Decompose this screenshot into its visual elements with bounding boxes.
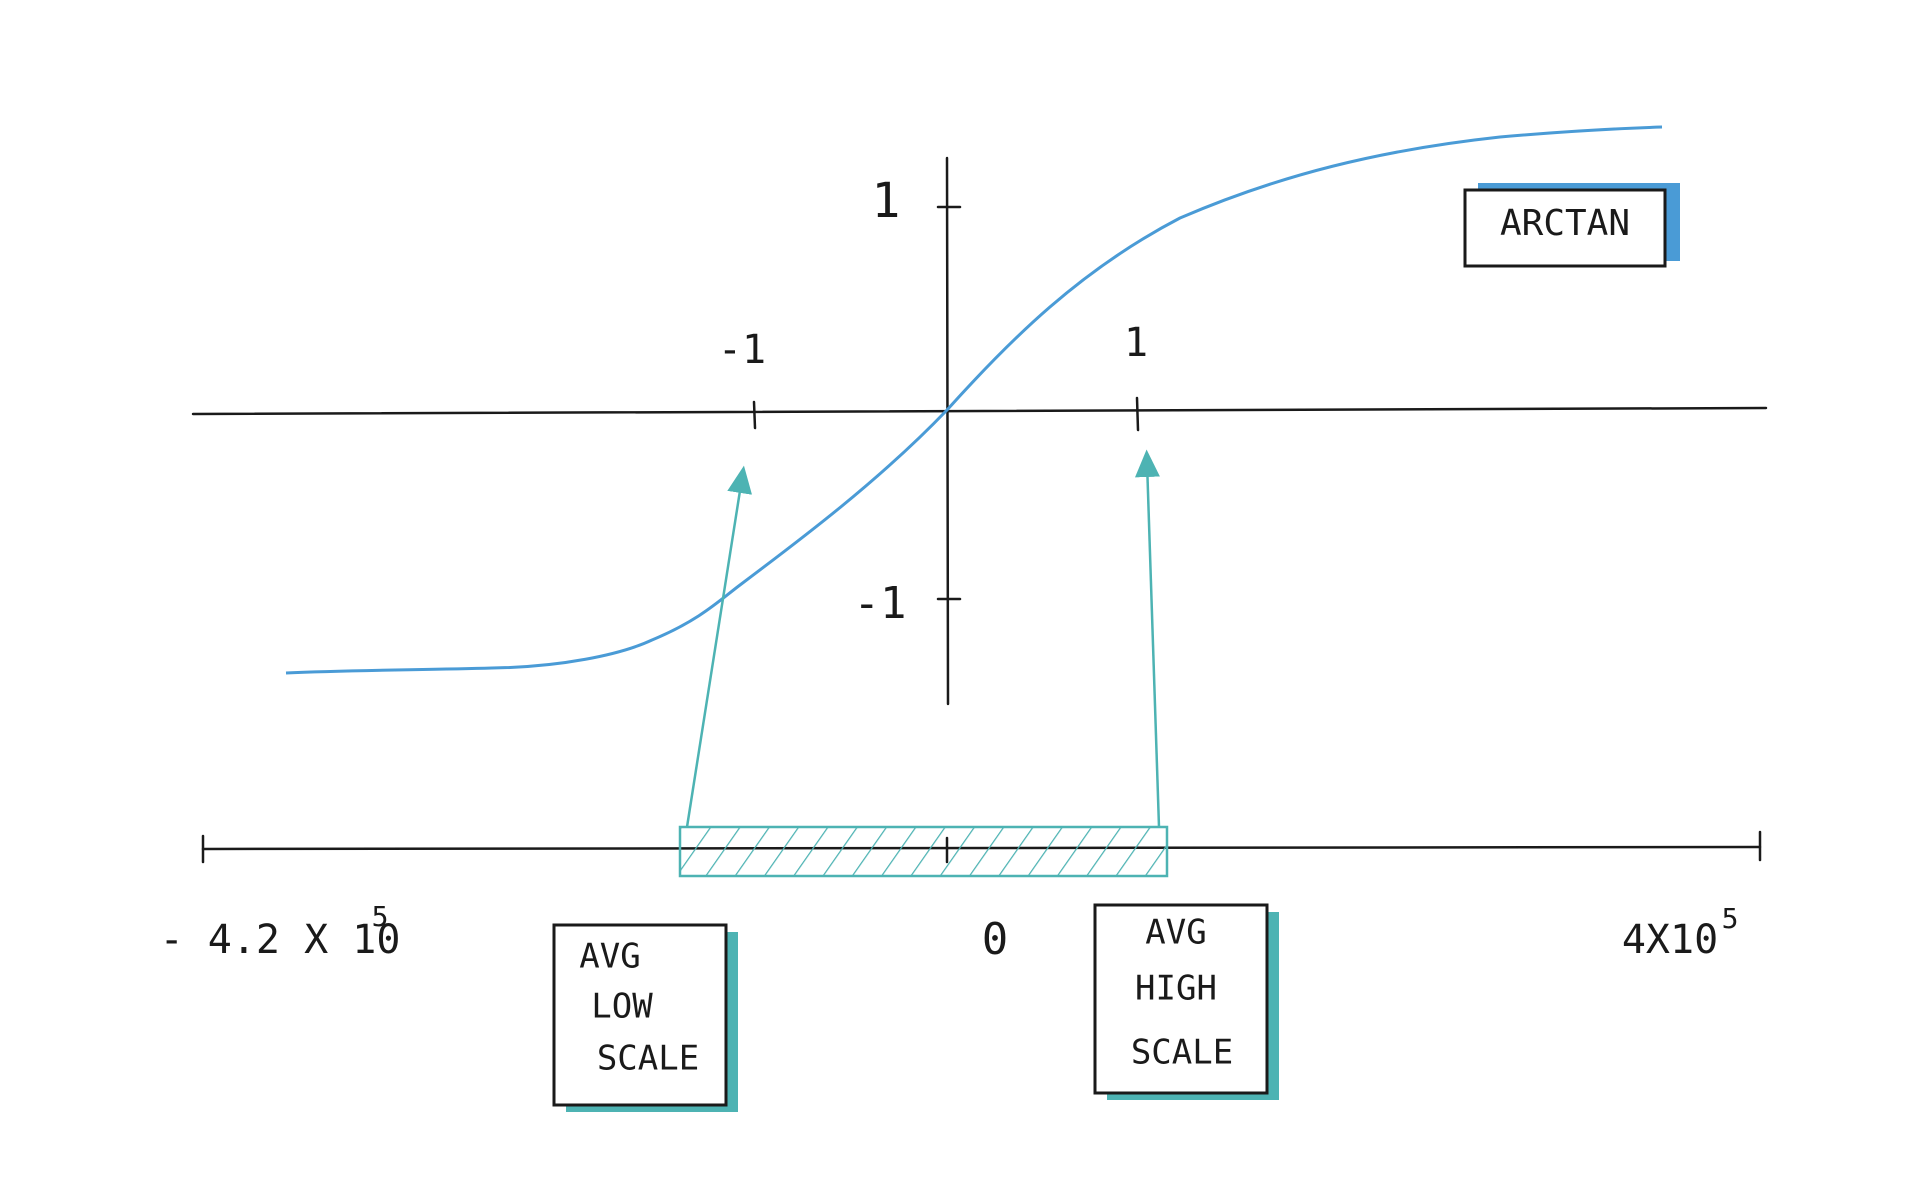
x-tick-label: -1 [718,327,766,373]
label-box [1093,903,1269,1095]
arrow [685,465,753,828]
axis-mid-label: 0 [982,914,1009,965]
y-axis [945,156,950,706]
x-tick [752,400,757,430]
x-tick [1135,396,1140,432]
y-tick-label: 1 [872,173,901,229]
box-line: LOW [591,987,653,1027]
box-line: AVG [579,937,640,977]
axis-max-label: 4X10 [1622,917,1718,963]
box-line: SCALE [597,1039,699,1079]
curve-label: ARCTAN [1500,203,1630,244]
box-line: HIGH [1135,969,1217,1009]
label-box [552,923,728,1107]
arctan-curve [285,125,1663,675]
avg-range [678,825,1169,878]
y-tick-label: -1 [854,578,907,629]
box-line: SCALE [1131,1033,1233,1073]
box-line: AVG [1145,913,1206,953]
axis-min-exponent: 5 [372,900,389,933]
x-tick-label: 1 [1124,320,1148,366]
axis-max-exponent: 5 [1722,902,1739,935]
arrow [1134,449,1161,828]
axis-min-label: - 4.2 X 10 [160,917,401,963]
label-box [1463,188,1667,268]
x-axis [191,406,1768,416]
